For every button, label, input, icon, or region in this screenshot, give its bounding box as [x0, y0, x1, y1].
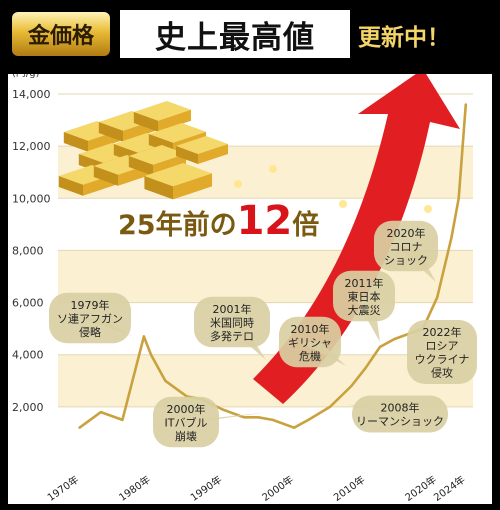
annotation-label: 多発テロ: [210, 329, 254, 343]
data-point: [221, 408, 224, 411]
callout-bubble: [194, 296, 270, 348]
data-point: [393, 337, 396, 341]
callout-bubble: [333, 270, 395, 322]
gold-bar-icon: [128, 145, 186, 176]
data-point: [271, 418, 274, 422]
y-axis-unit: (円/g): [12, 74, 40, 79]
data-point: [378, 345, 382, 349]
annotation-label: 2020年: [387, 226, 426, 240]
x-tick-label: 2010年: [331, 473, 367, 504]
data-point: [436, 296, 439, 299]
y-tick-label: 8,000: [12, 244, 44, 257]
annotation-label: 2001年: [213, 302, 252, 316]
data-point: [149, 353, 153, 356]
annotation-label: 2011年: [345, 276, 384, 290]
callout-bubble: [374, 220, 438, 272]
x-tick-label: 2020年: [402, 473, 438, 504]
sparkle-icon: [234, 180, 242, 188]
annotation-label: 侵略: [79, 325, 101, 339]
callout-bubble: [279, 316, 341, 368]
annotation-label: 2000年: [167, 402, 206, 416]
annotation-label: 危機: [299, 349, 321, 363]
sparkle-icon: [339, 200, 347, 208]
annotation-label: ウクライナ: [415, 353, 470, 366]
annotation-label: コロナ: [390, 240, 423, 253]
sparkle-icon: [269, 165, 277, 173]
data-point: [292, 426, 296, 429]
y-tick-label: 12,000: [12, 140, 51, 153]
x-tick-label: 1980年: [116, 473, 152, 504]
gold-bar-icon: [144, 163, 212, 200]
callout-bubble: [49, 292, 131, 344]
y-tick-label: 4,000: [12, 349, 44, 362]
sparkle-icon: [424, 205, 432, 213]
annotation-label: 崩壊: [175, 429, 197, 443]
data-point: [350, 384, 353, 388]
annotation-label: ショック: [384, 254, 428, 267]
annotation-label: 米国同時: [210, 316, 254, 329]
annotation-label: 2022年: [423, 325, 462, 339]
annotation-label: ソ連アフガン: [57, 311, 123, 325]
annotation-label: 1979年: [71, 298, 110, 312]
annotation-label: リーマンショック: [356, 415, 444, 428]
annotation-label: ロシア: [426, 340, 459, 353]
gold-bar-icon: [176, 136, 228, 164]
annotation-label: 2008年: [381, 401, 420, 415]
chart-panel: 2,000 4,000 6,000 8,000 10,000 12,000 14,000 (円…: [8, 68, 492, 504]
gold-price-chart: 2,000 4,000 6,000 8,000 10,000 12,000 14,000 (円…: [12, 68, 477, 504]
data-point: [121, 418, 124, 422]
annotation-label: 東日本: [348, 289, 381, 303]
data-point: [450, 236, 453, 239]
x-tick-label: 2000年: [259, 473, 295, 504]
data-point: [142, 335, 146, 338]
y-tick-label: 2,000: [12, 401, 44, 414]
updating-label: 更新中！: [358, 25, 450, 51]
data-point: [364, 366, 367, 369]
y-tick-label: 6,000: [12, 297, 44, 310]
callout-bubble: [407, 320, 477, 384]
y-tick-label: 10,000: [12, 192, 51, 205]
data-point: [257, 416, 260, 419]
annotation-label: ITバブル: [165, 415, 208, 429]
annotation-label: ギリシャ: [288, 336, 332, 349]
data-point: [164, 379, 167, 382]
x-tick-label: 1970年: [45, 473, 81, 504]
data-point: [464, 103, 468, 106]
data-point: [328, 405, 332, 409]
header-banner: 金価格 史上最高値 更新中！: [0, 0, 500, 70]
callout-bubble: [153, 396, 219, 448]
x-tick-label: 1990年: [188, 473, 224, 504]
annotation-label: 大震災: [348, 303, 381, 317]
data-point: [242, 416, 246, 419]
gold-price-badge: 金価格: [12, 12, 110, 56]
annotation-label: 2010年: [291, 322, 330, 336]
callout-bubble: [352, 395, 448, 433]
y-tick-label: 14,000: [12, 88, 51, 101]
x-tick-label: 2024年: [431, 473, 467, 504]
annotation-label: 侵攻: [431, 366, 453, 380]
data-point: [99, 410, 103, 414]
multiplier-headline: 25年前の12倍: [118, 198, 319, 244]
data-point: [457, 197, 460, 200]
data-point: [307, 418, 310, 422]
data-point: [78, 426, 81, 429]
record-high-headline: 史上最高値: [120, 10, 350, 58]
gold-bar-icon: [133, 101, 191, 132]
